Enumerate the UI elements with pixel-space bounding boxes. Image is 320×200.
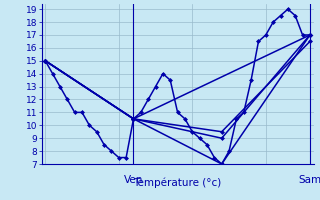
Text: Ven: Ven xyxy=(124,175,143,185)
X-axis label: Température (°c): Température (°c) xyxy=(133,178,222,188)
Text: Sam: Sam xyxy=(298,175,320,185)
